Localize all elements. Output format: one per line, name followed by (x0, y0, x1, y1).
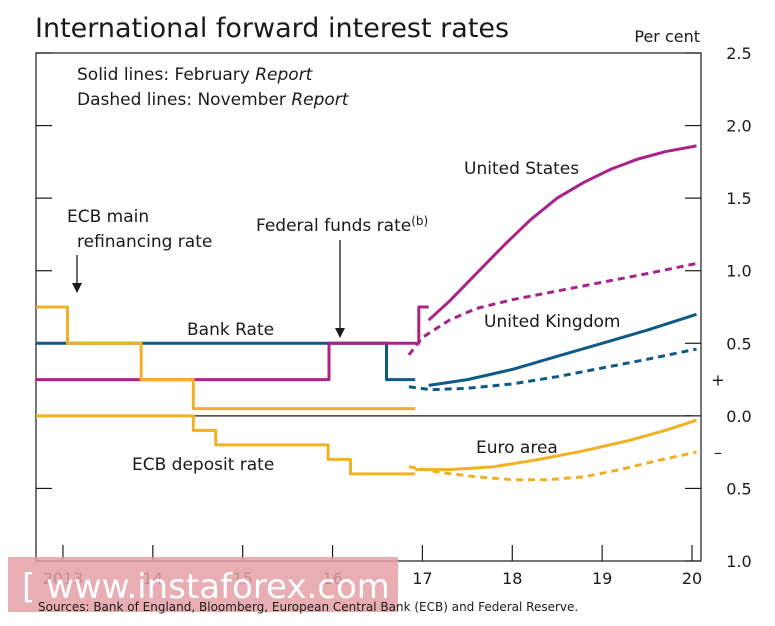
series-euro-area-feb (415, 418, 697, 472)
series-federal-funds-rate (36, 305, 429, 382)
series-united-kingdom-feb (428, 312, 697, 387)
y-tick-label-0: 2.5 (726, 44, 751, 63)
watermark-banner: [ www.instaforex.com ] (8, 557, 414, 612)
series-bank-rate (36, 341, 416, 382)
legend-solid-lines: Solid lines: February Report (77, 65, 314, 85)
watermark-text: [ www.instaforex.com ] (22, 567, 414, 607)
arrow-federal-funds (335, 240, 345, 338)
arrow-ecb-main-head (72, 283, 82, 293)
arrow-ecb-main (72, 255, 82, 293)
legend-dashed-italic: Report (291, 90, 349, 110)
y-tick-label-5: 0.0 (726, 407, 751, 426)
y-tick-label-2: 1.5 (726, 189, 751, 208)
label-ecb-main-line2: refinancing rate (77, 232, 212, 252)
series-united-states-feb (427, 144, 697, 322)
legend-dashed-lines: Dashed lines: November Report (77, 90, 350, 110)
y-tick-label-7: 1.0 (726, 552, 751, 571)
series-united-states-nov (407, 262, 697, 356)
y-sign-marker-1: – (714, 443, 722, 462)
legend-solid-prefix: Solid lines: February (77, 65, 255, 85)
y-tick-label-3: 1.0 (726, 262, 751, 281)
arrow-fed-head (335, 328, 345, 338)
label-federal-funds-rate: Federal funds rate(b) (256, 214, 428, 236)
label-bank-rate: Bank Rate (187, 320, 274, 340)
label-ecb-deposit-rate: ECB deposit rate (132, 455, 274, 475)
y-axis-label: Per cent (634, 27, 700, 46)
legend-dashed-prefix: Dashed lines: November (77, 90, 291, 110)
legend-solid-italic: Report (255, 65, 313, 85)
y-sign-marker-0: + (711, 371, 724, 390)
y-tick-label-1: 2.0 (726, 117, 751, 136)
chart-title: International forward interest rates (35, 13, 509, 44)
source-note: Sources: Bank of England, Bloomberg, Eur… (38, 600, 578, 614)
fed-funds-footnote: (b) (411, 214, 428, 228)
x-tick-label-7: 20 (682, 569, 702, 588)
series-united-kingdom-nov (408, 347, 697, 392)
x-tick-label-4: 17 (412, 569, 432, 588)
y-tick-label-4: 0.5 (726, 334, 751, 353)
x-tick-label-6: 19 (592, 569, 612, 588)
fed-funds-text: Federal funds rate (256, 216, 411, 236)
series-ecb-main-refinancing-rate (36, 305, 416, 411)
series-lines (36, 144, 697, 482)
x-tick-label-5: 18 (502, 569, 522, 588)
label-euro-area: Euro area (476, 438, 558, 458)
watermark-band (8, 557, 398, 612)
label-united-states: United States (464, 159, 579, 179)
y-axis-ticks: 2.5 2.0 1.5 1.0 0.5 0.0 0.5 1.0 + – (36, 44, 752, 571)
plot-frame (35, 52, 702, 562)
label-ecb-main-line1: ECB main (67, 207, 149, 227)
y-tick-label-6: 0.5 (726, 479, 751, 498)
series-ecb-deposit-rate (36, 414, 416, 476)
label-united-kingdom: United Kingdom (484, 312, 620, 332)
